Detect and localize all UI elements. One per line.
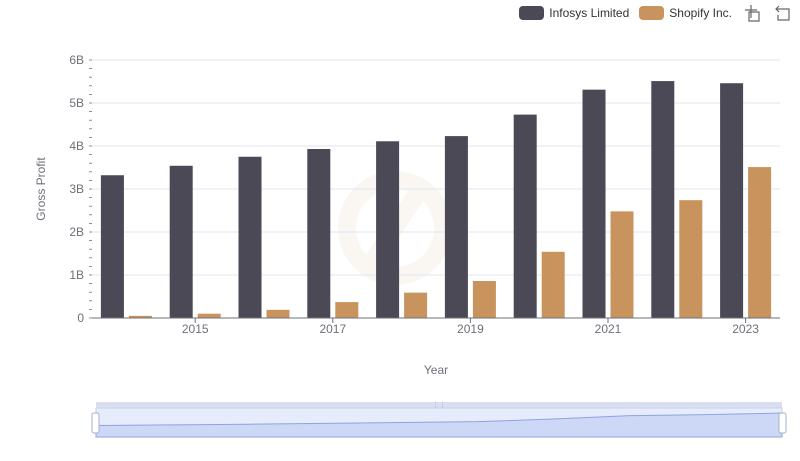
y-tick-label: 2B <box>69 225 84 239</box>
y-minor-ticks <box>89 59 92 319</box>
bar-shopify-2017[interactable] <box>335 302 359 318</box>
x-tick-label: 2019 <box>457 322 484 336</box>
bar-infosys-2020[interactable] <box>513 114 537 318</box>
bar-shopify-2016[interactable] <box>266 309 290 318</box>
y-axis-title: Gross Profit <box>34 157 48 221</box>
y-tick-label: 4B <box>69 139 84 153</box>
legend-label-shopify: Shopify Inc. <box>669 6 732 20</box>
y-tick-label: 3B <box>69 182 84 196</box>
bar-marks <box>100 81 772 318</box>
legend-item-shopify[interactable]: Shopify Inc. <box>639 6 732 20</box>
legend: Infosys Limited Shopify Inc. <box>519 4 792 22</box>
bar-shopify-2023[interactable] <box>748 167 772 318</box>
x-tick-label: 2017 <box>319 322 346 336</box>
y-tick-label: 1B <box>69 268 84 282</box>
bar-shopify-2015[interactable] <box>197 313 221 318</box>
y-tick-label: 0 <box>77 311 84 325</box>
y-tick-label: 5B <box>69 96 84 110</box>
bar-shopify-2022[interactable] <box>679 200 703 318</box>
restore-icon[interactable] <box>774 4 792 22</box>
x-tick-label: 2023 <box>732 322 759 336</box>
x-axis-title: Year <box>424 363 448 377</box>
zoom-grip-icon[interactable]: ⋮⋮ <box>432 402 446 409</box>
bar-shopify-2020[interactable] <box>541 251 565 318</box>
legend-swatch-infosys <box>519 6 545 20</box>
zoom-preview-area <box>95 412 783 438</box>
zoom-handle-left[interactable] <box>91 412 100 434</box>
zoom-handle-right[interactable] <box>778 412 787 434</box>
legend-item-infosys[interactable]: Infosys Limited <box>519 6 629 20</box>
x-tick-labels: 2015 2017 2019 2021 2023 <box>182 318 759 336</box>
legend-swatch-shopify <box>639 6 665 20</box>
bar-shopify-2018[interactable] <box>404 292 428 318</box>
x-tick-label: 2015 <box>182 322 209 336</box>
x-tick-label: 2021 <box>595 322 622 336</box>
bar-infosys-2019[interactable] <box>444 136 468 318</box>
bar-infosys-2017[interactable] <box>307 149 331 318</box>
bar-shopify-2019[interactable] <box>472 281 496 318</box>
bar-infosys-2023[interactable] <box>720 83 744 318</box>
legend-label-infosys: Infosys Limited <box>549 6 630 20</box>
bar-infosys-2016[interactable] <box>238 156 262 318</box>
zoom-slider-top-bar[interactable] <box>96 402 782 408</box>
bar-infosys-2014[interactable] <box>100 175 124 318</box>
bar-shopify-2014[interactable] <box>128 315 152 318</box>
bar-infosys-2018[interactable] <box>376 141 400 318</box>
bar-infosys-2021[interactable] <box>582 89 606 318</box>
data-zoom-slider[interactable]: ⋮⋮ <box>91 402 787 438</box>
bar-infosys-2022[interactable] <box>651 81 675 318</box>
bar-infosys-2015[interactable] <box>169 165 193 318</box>
zoom-icon[interactable] <box>744 4 762 22</box>
y-tick-label: 6B <box>69 53 84 67</box>
bar-shopify-2021[interactable] <box>610 211 634 318</box>
y-tick-labels: 0 1B 2B 3B 4B 5B 6B <box>69 53 84 325</box>
